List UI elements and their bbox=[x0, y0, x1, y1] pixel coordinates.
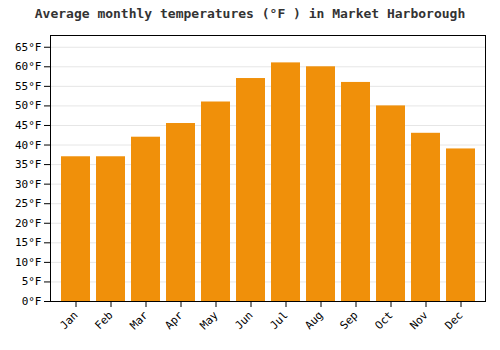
svg-text:Jan: Jan bbox=[57, 309, 80, 332]
svg-text:20°F: 20°F bbox=[15, 217, 42, 230]
svg-text:Oct: Oct bbox=[372, 309, 395, 332]
svg-text:45°F: 45°F bbox=[15, 119, 42, 132]
svg-text:10°F: 10°F bbox=[15, 256, 42, 269]
svg-text:35°F: 35°F bbox=[15, 158, 42, 171]
svg-text:Apr: Apr bbox=[162, 308, 186, 332]
html-text:Average monthly temperatures (: Average monthly temperatures (°F ) in Ma… bbox=[34, 6, 466, 21]
svg-text:May: May bbox=[197, 308, 221, 332]
svg-text:Aug: Aug bbox=[302, 309, 325, 332]
svg-text:Sep: Sep bbox=[337, 309, 360, 332]
svg-text:Jun: Jun bbox=[232, 309, 255, 332]
svg-text:50°F: 50°F bbox=[15, 99, 42, 112]
svg-text:Nov: Nov bbox=[407, 308, 431, 332]
svg-text:65°F: 65°F bbox=[15, 41, 42, 54]
svg-text:Feb: Feb bbox=[92, 309, 115, 332]
svg-text:60°F: 60°F bbox=[15, 60, 42, 73]
svg-text:Mar: Mar bbox=[127, 308, 151, 332]
svg-text:5°F: 5°F bbox=[22, 275, 42, 288]
svg-text:15°F: 15°F bbox=[15, 236, 42, 249]
svg-text:25°F: 25°F bbox=[15, 197, 42, 210]
svg-text:30°F: 30°F bbox=[15, 178, 42, 191]
svg-text:40°F: 40°F bbox=[15, 139, 42, 152]
svg-text:Dec: Dec bbox=[442, 309, 465, 332]
svg-text:Jul: Jul bbox=[267, 309, 290, 332]
svg-text:55°F: 55°F bbox=[15, 80, 42, 93]
svg-text:0°F: 0°F bbox=[22, 295, 42, 308]
